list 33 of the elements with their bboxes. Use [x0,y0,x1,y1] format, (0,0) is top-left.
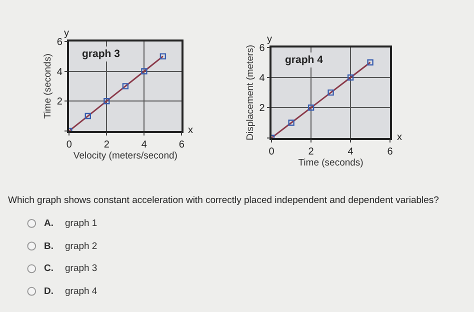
text: x [188,125,193,136]
text: D. [44,286,54,297]
caption: graph 2 [65,241,98,252]
x-axis-title: Time (seconds) [298,158,364,169]
y-axis-title: Time (seconds) [42,54,54,119]
y-tick-label: 6 [56,36,63,48]
x-tick-label: 2 [104,140,110,151]
text: C. [44,263,54,274]
y-axis-title: Displacement (meters) [244,44,256,140]
text: graph 4 [285,54,324,66]
x-tick-label: 2 [308,146,314,158]
text: A. [44,218,54,229]
y-tick-label: 2 [56,96,63,108]
x-tick-label: 6 [387,146,394,158]
text: y [267,34,272,45]
text: x [397,132,402,143]
x-tick-label: 4 [141,140,148,151]
text: B. [44,241,54,252]
x-tick-label: 0 [268,146,275,158]
y-tick-label: 6 [259,42,266,54]
caption: graph 4 [65,286,98,297]
y-tick-label: 4 [259,72,266,84]
y-tick-label: 2 [259,103,266,114]
caption: graph 1 [65,218,98,229]
x-tick-label: 6 [178,140,185,151]
x-tick-label: 4 [348,146,354,158]
y-tick-label: 4 [56,66,63,78]
x-axis-title: Velocity (meters/second) [73,150,178,162]
text: graph 3 [82,48,120,60]
text: Which graph shows constant acceleration with correctly placed independent and dependent variables? [8,195,439,206]
x-tick-label: 0 [66,140,72,151]
text: y [64,28,69,39]
caption: graph 3 [65,263,98,274]
